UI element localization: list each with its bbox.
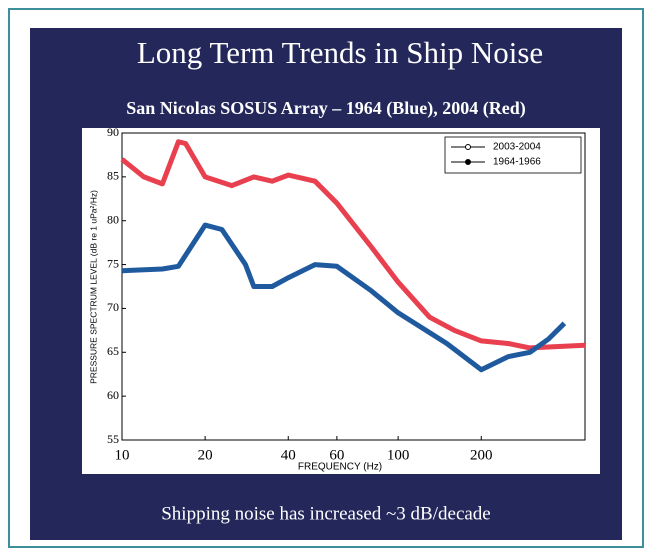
legend-label: 2003-2004: [493, 142, 541, 153]
series-line: [120, 139, 586, 351]
y-tick-label: 85: [107, 169, 119, 183]
y-tick-label: 75: [107, 256, 119, 270]
x-tick-label: 40: [281, 447, 296, 463]
y-tick-label: 80: [107, 212, 119, 226]
chart-title: San Nicolas SOSUS Array – 1964 (Blue), 2…: [126, 98, 526, 119]
legend-box: [444, 136, 582, 174]
y-tick-label: 65: [107, 344, 119, 358]
slide-title: Long Term Trends in Ship Noise: [137, 35, 543, 70]
legend-marker: [465, 144, 471, 150]
y-axis-label: PRESSURE SPECTRUM LEVEL (dB re 1 uPa²/Hz…: [88, 190, 98, 384]
x-tick-label: 100: [387, 447, 410, 463]
y-tick-label: 55: [107, 432, 119, 446]
plot-area: [121, 132, 586, 441]
y-tick-label: 70: [107, 300, 119, 314]
y-tick-label: 90: [107, 125, 119, 139]
x-tick-label: 10: [115, 447, 130, 463]
legend-label: 1964-1966: [493, 157, 541, 168]
x-tick-label: 20: [198, 447, 213, 463]
y-tick-label: 60: [107, 388, 119, 402]
x-tick-label: 60: [329, 447, 344, 463]
footer: Shipping noise has increased ~3 dB/decad…: [161, 503, 491, 524]
x-axis-label: FREQUENCY (Hz): [298, 462, 382, 473]
x-tick-label: 200: [470, 447, 493, 463]
legend-marker: [465, 159, 471, 165]
series-line: [121, 222, 567, 373]
